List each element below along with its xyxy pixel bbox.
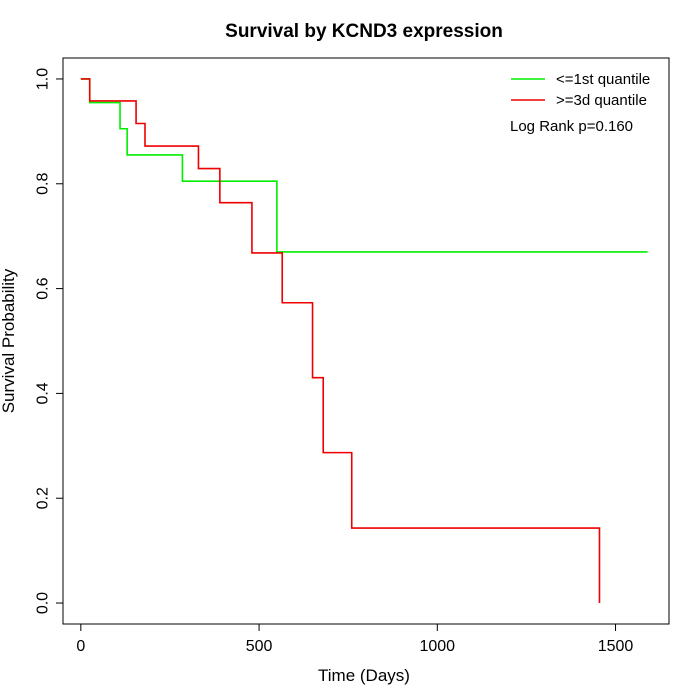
x-axis: 0 500 1000 1500 <box>76 623 634 655</box>
x-tick-label: 0 <box>76 638 85 655</box>
legend-entry: >=3d quantile <box>556 92 647 109</box>
y-tick-label: 1.0 <box>35 68 52 90</box>
y-tick-label: 0.6 <box>35 277 52 299</box>
y-axis: 0.0 0.2 0.4 0.6 0.8 1.0 <box>35 68 64 614</box>
y-tick-label: 0.2 <box>35 487 52 509</box>
legend: <=1st quantile >=3d quantile <box>511 71 650 109</box>
series-layer <box>80 78 648 604</box>
y-tick-label: 0.0 <box>35 592 52 614</box>
plot-area-frame <box>62 57 670 625</box>
x-tick-label: 1500 <box>598 638 634 655</box>
x-tick-label: 1000 <box>419 638 455 655</box>
legend-entry: <=1st quantile <box>556 71 650 88</box>
y-axis-label: Survival Probability <box>0 268 18 413</box>
survival-curve-2 <box>80 78 601 604</box>
x-tick-label: 500 <box>246 638 273 655</box>
log-rank-annotation: Log Rank p=0.160 <box>510 118 633 135</box>
y-tick-label: 0.4 <box>35 382 52 404</box>
y-tick-label: 0.8 <box>35 173 52 195</box>
chart-title: Survival by KCND3 expression <box>225 21 503 42</box>
x-axis-label: Time (Days) <box>318 666 410 685</box>
